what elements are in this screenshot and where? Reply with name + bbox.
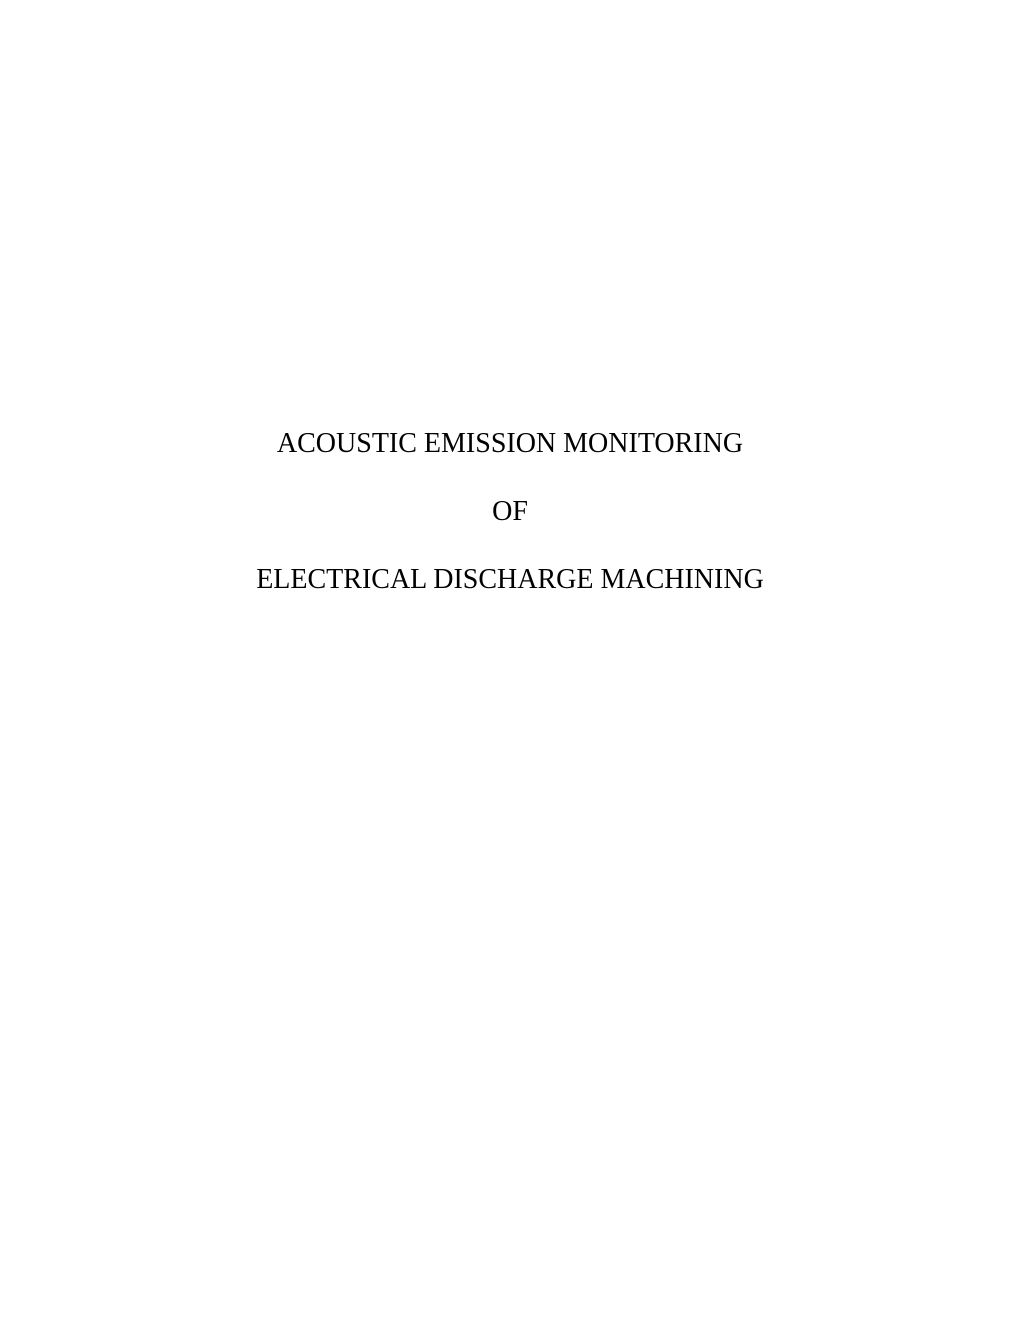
title-line-1: ACOUSTIC EMISSION MONITORING <box>0 425 1020 463</box>
title-line-3: ELECTRICAL DISCHARGE MACHINING <box>0 561 1020 599</box>
title-block: ACOUSTIC EMISSION MONITORING OF ELECTRIC… <box>0 425 1020 598</box>
title-line-2: OF <box>0 493 1020 531</box>
